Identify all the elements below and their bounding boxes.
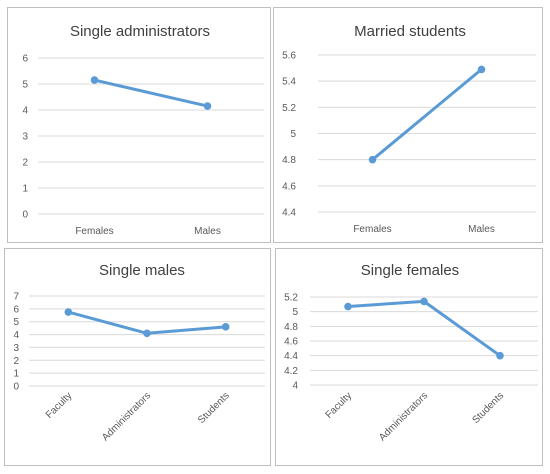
chart-married-students: Married students 4.4 4.6 4.8 5 5.2 5.4 5.6 Femal… [282,23,536,235]
chart-single-males: Single males 0 1 2 3 4 5 67 Faculty Administrator… [13,262,265,443]
data-point [496,351,504,360]
series-line [371,67,483,162]
x-tick-label: Faculty [324,390,355,421]
data-point [203,102,212,110]
x-tick-label: Faculty [44,390,75,421]
chart-single-females: Single females 4 4.2 4.4 4.6 4.8 5 5.2 Faculty Ad… [284,262,538,443]
chart-panel-single-administrators: Single administrators 0 1 2 3 4 5 6 Females Males [7,7,271,243]
y-tick-label: 0 [13,382,19,393]
x-tick-label: Females [75,226,113,237]
y-tick-label: 1 [13,369,19,380]
chart-title: Married students [354,23,466,40]
chart-title: Single males [99,262,185,279]
chart-title: Single females [361,262,459,279]
y-tick-label: 4.8 [284,322,298,333]
x-tick-label: Students [470,390,506,426]
y-tick-label: 7 [13,292,19,303]
chart-panel-married-students: Married students 4.4 4.6 4.8 5 5.2 5.4 5.6 Femal… [273,7,543,243]
chart-panel-single-females: Single females 4 4.2 4.4 4.6 4.8 5 5.2 Faculty Ad… [275,248,543,466]
y-tick-label: 4 [13,330,19,341]
y-tick-label: 2 [22,158,28,169]
y-tick-label: 5 [292,307,298,318]
data-point [90,76,99,84]
data-point [64,308,73,316]
chart-title: Single administrators [70,23,210,40]
y-tick-label: 1 [22,184,28,195]
y-tick-label: 5 [13,317,19,328]
y-tick-label: 4 [292,381,298,392]
y-tick-label: 4.4 [282,208,296,219]
y-tick-label: 5 [290,129,296,140]
y-tick-label: 4.4 [284,351,298,362]
y-tick-label: 4.8 [282,155,296,166]
y-tick-label: 3 [22,132,28,143]
y-tick-label: 5 [22,80,28,91]
y-tick-label: 3 [13,343,19,354]
data-point [368,155,377,164]
series-line [346,299,502,358]
y-tick-label: 5.4 [282,77,296,88]
y-tick-label: 5.2 [284,293,298,304]
data-point [420,297,428,306]
data-point [143,329,151,338]
y-tick-label: 6 [13,304,19,315]
x-tick-label: Students [196,390,232,426]
y-tick-label: 0 [22,210,28,221]
y-tick-label: 4 [22,106,28,117]
y-tick-label: 5.6 [282,51,296,62]
y-tick-label: 2 [13,356,19,367]
y-tick-label: 6 [22,54,28,65]
data-point [344,302,352,311]
x-tick-label: Males [468,224,495,235]
x-tick-label: Males [194,226,221,237]
y-tick-label: 5.2 [282,103,296,114]
data-point [221,323,230,331]
chart-single-administrators: Single administrators 0 1 2 3 4 5 6 Females Males [22,23,264,237]
x-tick-label: Administrators [377,390,430,443]
y-tick-label: 4.6 [284,337,298,348]
x-tick-label: Administrators [100,390,153,443]
series-line [93,78,209,108]
chart-panel-single-males: Single males 0 1 2 3 4 5 6 7 Faculty Administrator… [4,248,271,466]
x-tick-label: Females [353,224,391,235]
data-point [477,65,486,74]
y-tick-label: 4.6 [282,181,296,192]
y-tick-label: 4.2 [284,366,298,377]
